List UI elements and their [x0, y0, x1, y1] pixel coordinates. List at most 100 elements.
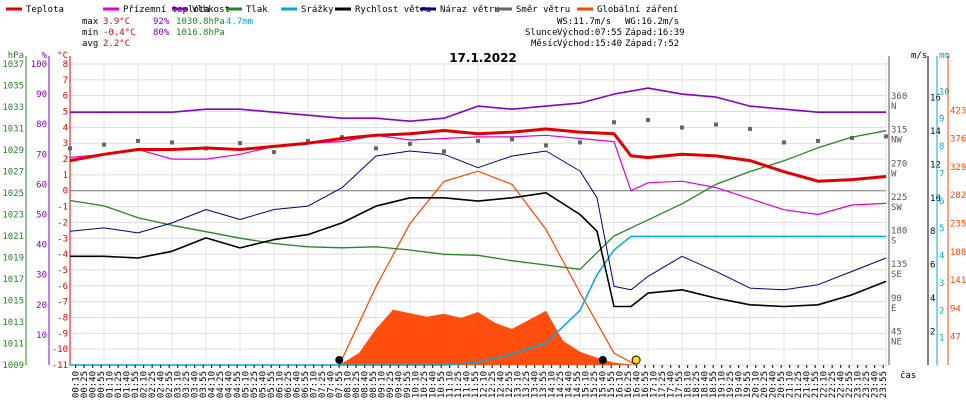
direction-axis-tick-7: 45 [891, 327, 902, 337]
x-tick-label-52: 13:10 [514, 371, 524, 398]
x-tick-label-76: 19:10 [718, 371, 728, 398]
x-tick-label-46: 11:40 [463, 371, 473, 398]
x-tick-label-38: 09:40 [395, 371, 405, 398]
temperature-axis-tick-14: -6 [57, 282, 68, 292]
stats-moon-rise: Východ:15:40 [557, 39, 622, 49]
radiation-axis-tick-8: 47 [950, 333, 961, 343]
stats-sun-label: Slunce [525, 28, 558, 38]
x-tick-label-42: 10:40 [429, 371, 439, 398]
temperature-axis-tick-7: 1 [63, 171, 68, 181]
pressure-axis-tick-11: 1015 [2, 297, 24, 307]
x-tick-label-74: 18:40 [701, 371, 711, 398]
wind-axis-tick-7: 2 [930, 328, 935, 338]
x-tick-label-20: 05:10 [242, 371, 252, 398]
radiation-axis-tick-6: 141 [950, 276, 966, 286]
x-tick-label-23: 05:55 [267, 371, 277, 398]
pressure-axis-tick-13: 1011 [2, 340, 24, 350]
x-tick-label-34: 08:40 [361, 371, 371, 398]
x-tick-label-57: 14:25 [556, 371, 566, 398]
x-tick-label-60: 15:10 [582, 371, 592, 398]
temperature-axis-tick-10: -2 [57, 218, 68, 228]
radiation-axis-tick-2: 329 [950, 163, 966, 173]
radiation-axis-tick-4: 235 [950, 220, 966, 230]
humidity-axis-tick-5: 50 [36, 211, 47, 221]
humidity-axis-tick-8: 20 [36, 301, 47, 311]
x-tick-label-54: 13:40 [531, 371, 541, 398]
wind-direction-point-20 [748, 126, 752, 131]
x-tick-label-77: 19:25 [726, 371, 736, 398]
plot-area [68, 87, 888, 366]
pressure-axis-tick-8: 1021 [2, 232, 24, 242]
x-tick-label-89: 22:25 [828, 371, 838, 398]
direction-axis-label-6: E [891, 304, 896, 314]
radiation-axis-tick-3: 282 [950, 191, 966, 201]
x-tick-label-22: 05:40 [259, 371, 269, 398]
x-tick-label-1: 00:25 [80, 371, 90, 398]
x-tick-label-3: 00:55 [97, 371, 107, 398]
x-tick-label-61: 15:25 [590, 371, 600, 398]
temperature-axis-tick-2: 6 [63, 92, 68, 102]
x-tick-label-14: 03:40 [191, 371, 201, 398]
x-tick-label-62: 15:40 [599, 371, 609, 398]
wind-axis-tick-0: 16 [930, 93, 941, 103]
wind-direction-point-12 [476, 138, 480, 143]
wind-direction-point-10 [408, 141, 412, 146]
x-tick-label-31: 07:55 [335, 371, 345, 398]
x-tick-label-9: 02:25 [148, 371, 158, 398]
wind-direction-point-14 [544, 143, 548, 148]
x-tick-label-64: 16:10 [616, 371, 626, 398]
stats-moon-label: Měsíc [531, 39, 558, 49]
x-tick-label-37: 09:25 [386, 371, 396, 398]
rain-axis-tick-5: 5 [939, 224, 944, 234]
temperature-axis-tick-19: -11 [52, 361, 68, 371]
x-tick-label-32: 08:10 [344, 371, 354, 398]
legend-label-5: Rychlost větru [355, 5, 431, 15]
pressure-axis-tick-9: 1019 [2, 254, 24, 264]
x-tick-label-94: 23:40 [871, 371, 881, 398]
radiation-axis-tick-1: 376 [950, 135, 966, 145]
direction-axis-label-3: SW [891, 203, 902, 213]
legend-label-1: Přízemní teplota [123, 5, 210, 15]
direction-axis-tick-4: 180 [891, 227, 907, 237]
legend-label-4: Srážky [301, 5, 334, 15]
x-tick-label-67: 16:55 [641, 371, 651, 398]
wind-direction-point-5 [238, 141, 242, 146]
x-tick-label-24: 06:10 [276, 371, 286, 398]
humidity-axis-tick-9: 10 [36, 331, 47, 341]
x-tick-label-69: 17:25 [658, 371, 668, 398]
x-tick-label-93: 23:25 [862, 371, 872, 398]
stats-sun-rise: Východ:07:55 [557, 28, 622, 38]
humidity-axis-tick-4: 60 [36, 180, 47, 190]
legend-label-8: Globální záření [597, 5, 678, 15]
wind-direction-point-13 [510, 137, 514, 142]
temperature-axis-tick-4: 4 [63, 123, 68, 133]
rain-axis-tick-9: 1 [939, 334, 944, 344]
axes: hPa1037103510331031102910271025102310211… [2, 51, 966, 371]
x-tick-label-45: 11:25 [454, 371, 464, 398]
x-tick-label-92: 23:10 [854, 371, 864, 398]
x-tick-label-90: 22:40 [837, 371, 847, 398]
x-tick-label-71: 17:55 [675, 371, 685, 398]
wind-direction-point-24 [884, 134, 888, 139]
series-radiation-theoretical [338, 170, 637, 366]
pressure-axis-tick-6: 1025 [2, 189, 24, 199]
stats-sun-set: Západ:16:39 [625, 28, 685, 38]
x-tick-label-81: 20:25 [760, 371, 770, 398]
legend-label-2: Vlhkost [192, 5, 230, 15]
x-tick-label-10: 02:40 [157, 371, 167, 398]
direction-axis-label-7: NE [891, 337, 902, 347]
wind-direction-point-16 [612, 120, 616, 125]
wind-direction-point-17 [646, 118, 650, 123]
radiation-axis-tick-7: 94 [950, 304, 961, 314]
wind-axis-tick-4: 8 [930, 227, 935, 237]
direction-axis-tick-1: 315 [891, 126, 907, 136]
x-tick-label-7: 01:55 [131, 371, 141, 398]
wind-direction-point-3 [170, 140, 174, 145]
temperature-axis-tick-6: 2 [63, 155, 68, 165]
humidity-axis-tick-1: 90 [36, 90, 47, 100]
stats-ws: WS:11.7m/s [557, 17, 611, 27]
x-tick-label-35: 08:55 [369, 371, 379, 398]
x-tick-label-17: 04:25 [216, 371, 226, 398]
temperature-axis-tick-12: -4 [57, 250, 68, 260]
